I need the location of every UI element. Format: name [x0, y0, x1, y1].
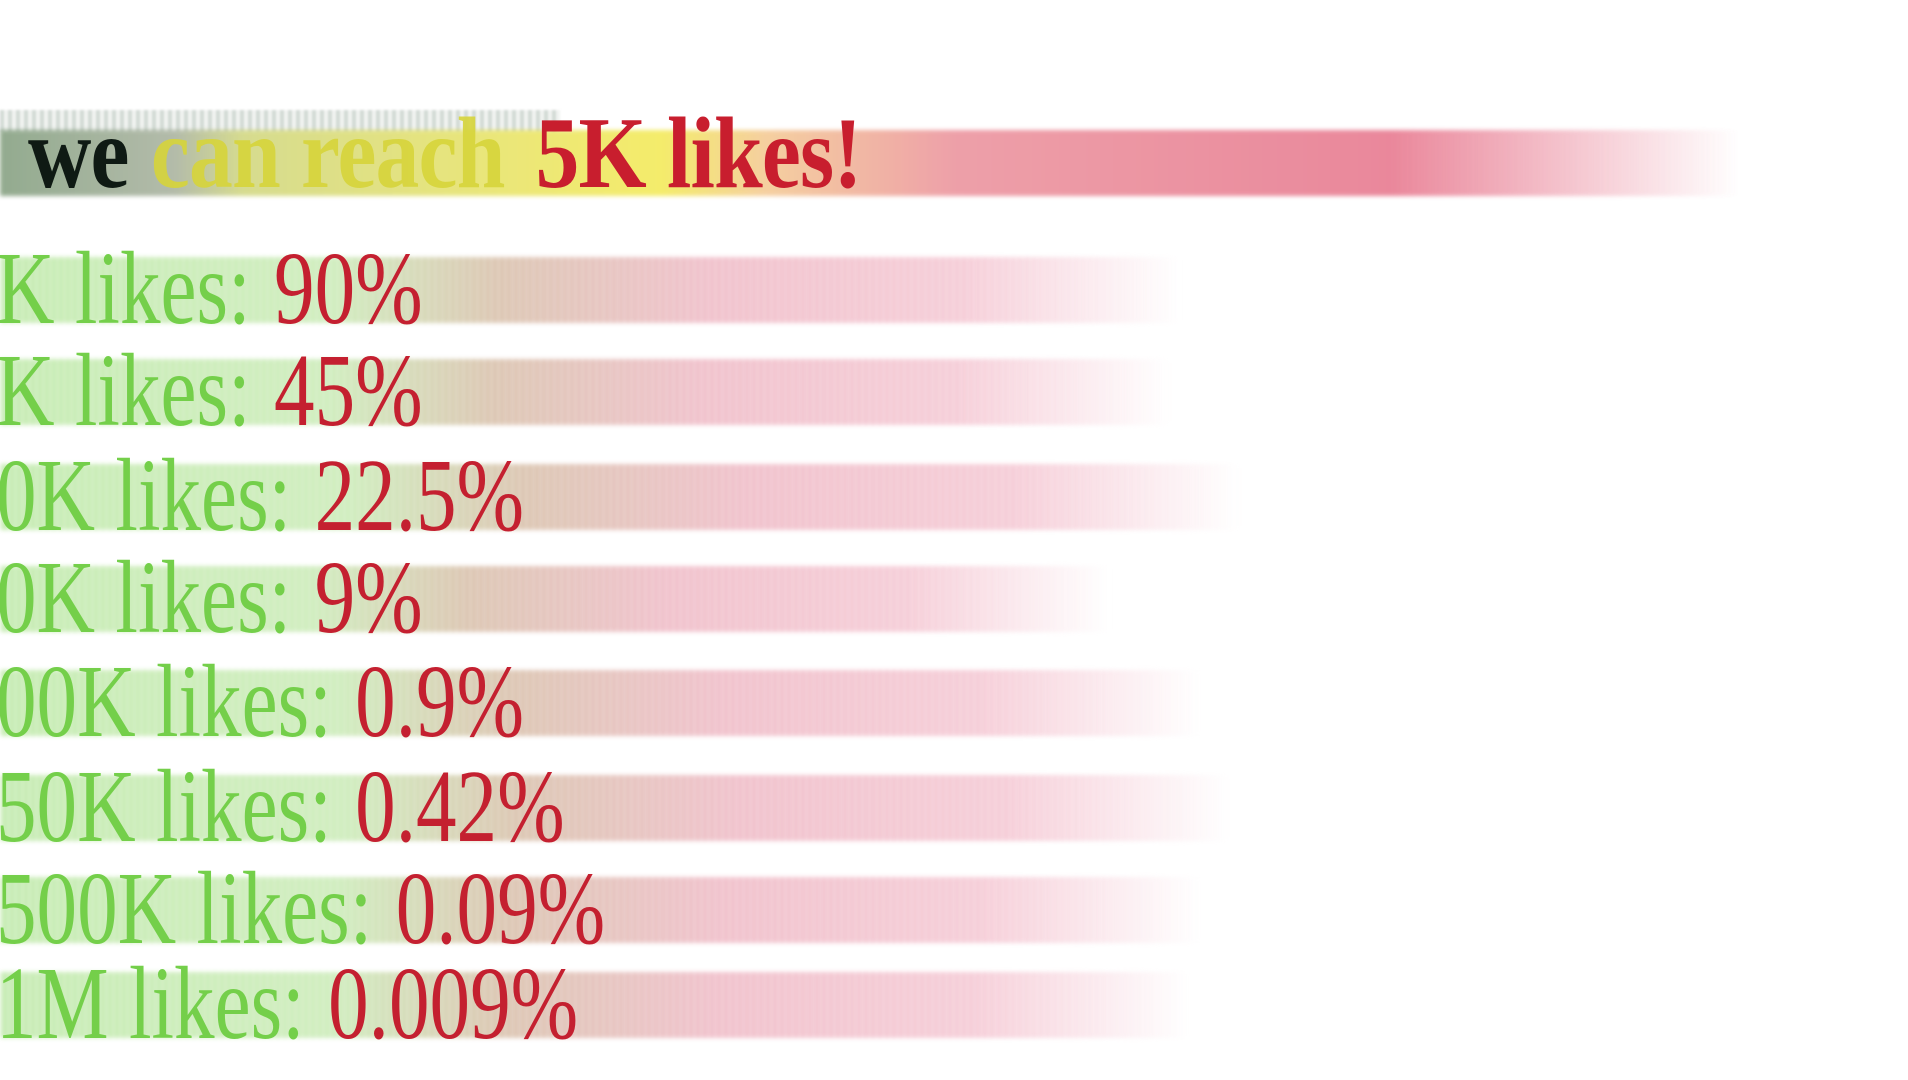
milestone-label: K likes: [0, 231, 251, 346]
milestone-text: 0K likes: 9% [0, 546, 423, 650]
milestone-text: K likes: 45% [0, 339, 423, 443]
milestone-probability: 9% [314, 540, 423, 655]
milestone-probability: 45% [274, 333, 423, 448]
milestone-probability: 22.5% [314, 438, 525, 553]
progress-bar [0, 464, 1240, 530]
milestone-label: 50K likes: [0, 749, 332, 864]
likes-milestone-row: 0K likes: 22.5% [0, 444, 1240, 548]
milestone-label: K likes: [0, 333, 251, 448]
milestone-probability: 90% [274, 231, 423, 346]
motion-blur-streak [0, 110, 560, 132]
milestone-text: K likes: 90% [0, 237, 423, 341]
headline: we can reach 5K likes! [0, 103, 1740, 205]
milestone-text: 500K likes: 0.09% [0, 857, 605, 961]
likes-milestone-row: K likes: 45% [0, 339, 1170, 443]
progress-bar [0, 775, 1230, 841]
milestone-label: 0K likes: [0, 438, 292, 553]
milestone-label: 1M likes: [0, 946, 305, 1061]
milestone-text: 50K likes: 0.42% [0, 755, 565, 859]
milestone-text: 0K likes: 22.5% [0, 444, 524, 548]
likes-milestone-row: 00K likes: 0.9% [0, 650, 1200, 754]
progress-bar [0, 877, 1200, 943]
progress-bar [0, 359, 1170, 425]
milestone-probability: 0.9% [355, 644, 525, 759]
likes-milestone-row: K likes: 90% [0, 237, 1180, 341]
milestone-text: 1M likes: 0.009% [0, 952, 578, 1056]
progress-bar [0, 972, 1190, 1038]
milestone-text: 00K likes: 0.9% [0, 650, 524, 754]
milestone-label: 500K likes: [0, 851, 373, 966]
headline-word-can-reach: can reach [150, 97, 505, 210]
progress-bar [0, 257, 1180, 323]
headline-goal: 5K likes! [535, 97, 863, 210]
likes-milestone-row: 0K likes: 9% [0, 546, 1110, 650]
likes-milestone-row: 50K likes: 0.42% [0, 755, 1230, 859]
milestone-probability: 0.009% [328, 946, 579, 1061]
milestone-label: 00K likes: [0, 644, 332, 759]
progress-bar [0, 670, 1200, 736]
likes-milestone-row: 1M likes: 0.009% [0, 952, 1190, 1056]
milestone-probability: 0.09% [395, 851, 606, 966]
progress-bar [0, 566, 1110, 632]
milestone-probability: 0.42% [355, 749, 565, 864]
milestone-label: 0K likes: [0, 540, 292, 655]
headline-bar [0, 130, 1740, 196]
headline-word-we: we [28, 97, 129, 210]
headline-text: we can reach 5K likes! [28, 103, 862, 205]
likes-milestone-row: 500K likes: 0.09% [0, 857, 1200, 961]
